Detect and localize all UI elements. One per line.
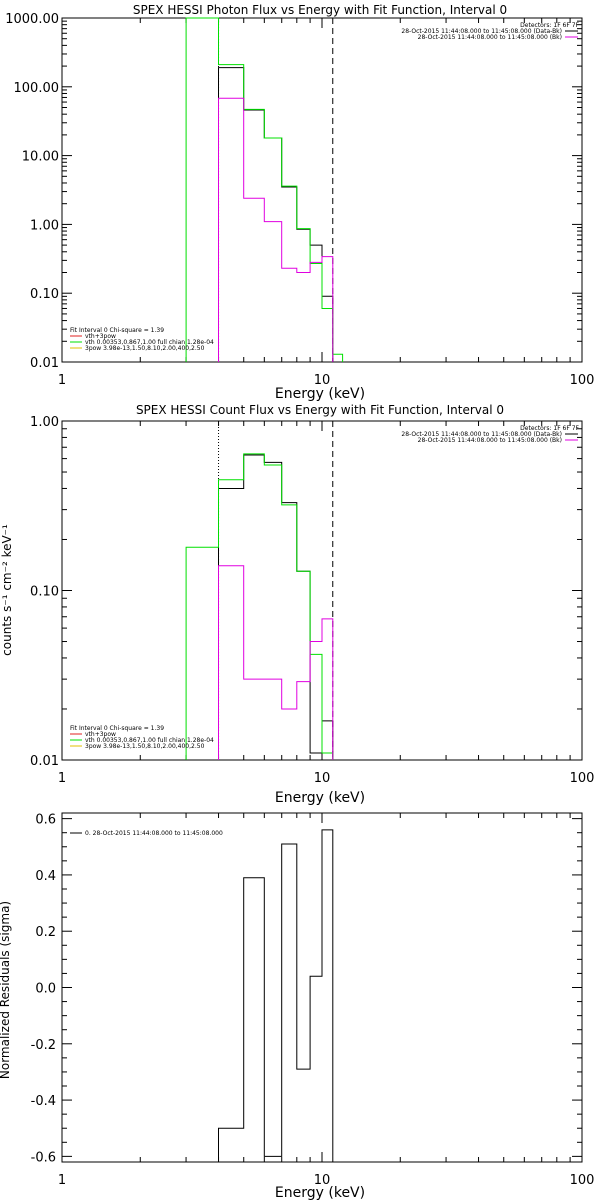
legend-left-entry: vth+3pow xyxy=(85,731,116,738)
photon-flux-xlabel: Energy (keV) xyxy=(275,386,365,402)
series-step-line xyxy=(218,829,334,1162)
y-tick-label: 0.01 xyxy=(30,356,59,371)
y-tick-label: 1.00 xyxy=(30,415,59,430)
photon-flux-panel: SPEX HESSI Photon Flux vs Energy with Fi… xyxy=(5,3,594,402)
y-tick-label: 0.0 xyxy=(35,982,56,997)
residuals-xlabel: Energy (keV) xyxy=(275,1185,365,1200)
count-flux-title: SPEX HESSI Count Flux vs Energy with Fit… xyxy=(136,403,504,417)
legend-right-entry: 28-Oct-2015 11:44:08.000 to 11:45:08.000… xyxy=(401,28,562,35)
residuals-ylabel: Normalized Residuals (sigma) xyxy=(0,901,12,1079)
series-step-line xyxy=(218,67,334,362)
legend-left-entry: Fit Interval 0 Chi-square = 1.39 xyxy=(70,725,164,732)
series-step-line xyxy=(218,97,334,362)
count-flux-xlabel: Energy (keV) xyxy=(275,790,365,806)
x-tick-label: 1 xyxy=(58,771,66,786)
series-step-line xyxy=(185,453,334,760)
residuals-panel: Energy (keV) Normalized Residuals (sigma… xyxy=(0,812,595,1200)
legend-left-entry: 3pow 3.98e-13,1.50,8.10,2.00,400,2.50 xyxy=(85,345,205,352)
legend-right-entry: 28-Oct-2015 11:44:08.000 to 11:45:08.000… xyxy=(418,437,562,444)
y-tick-label: -0.6 xyxy=(31,1150,56,1165)
x-tick-label: 100 xyxy=(570,373,595,388)
y-tick-label: 0.10 xyxy=(30,585,59,600)
y-tick-label: -0.4 xyxy=(31,1094,56,1109)
x-tick-label: 10 xyxy=(314,373,331,388)
legend-left-entry: vth+3pow xyxy=(85,333,116,340)
legend-right-entry: Detectors: 1F 6F 7F xyxy=(520,425,579,432)
y-tick-label: 0.4 xyxy=(35,869,56,884)
series-step-line xyxy=(218,565,334,760)
x-tick-label: 1 xyxy=(58,373,66,388)
x-tick-label: 100 xyxy=(570,1173,595,1188)
legend-left-entry: vth 0.00353,0.867,1.00 full chian 1.28e-… xyxy=(85,737,214,744)
y-tick-label: -0.2 xyxy=(31,1038,56,1053)
y-tick-label: 0.2 xyxy=(35,925,56,940)
legend-left-entry: 3pow 3.98e-13,1.50,8.10,2.00,400,2.50 xyxy=(85,743,205,750)
legend-left-entry: Fit Interval 0 Chi-square = 1.39 xyxy=(70,327,164,334)
y-tick-label: 1000.00 xyxy=(5,12,59,27)
plot-frame xyxy=(61,17,583,363)
photon-flux-title: SPEX HESSI Photon Flux vs Energy with Fi… xyxy=(133,3,507,17)
y-tick-label: 10.00 xyxy=(22,150,59,165)
x-tick-label: 10 xyxy=(314,1173,331,1188)
x-tick-label: 1 xyxy=(58,1173,66,1188)
y-tick-label: 0.10 xyxy=(30,287,59,302)
x-tick-label: 10 xyxy=(314,771,331,786)
count-flux-ylabel: counts s⁻¹ cm⁻² keV⁻¹ xyxy=(0,524,14,656)
legend-right-entry: 28-Oct-2015 11:44:08.000 to 11:45:08.000… xyxy=(418,34,562,41)
y-tick-label: 0.01 xyxy=(30,754,59,769)
series-step-line xyxy=(218,454,334,760)
count-flux-panel: SPEX HESSI Count Flux vs Energy with Fit… xyxy=(0,403,594,806)
series-step-line xyxy=(185,17,344,362)
legend-left-entry: vth 0.00353,0.867,1.00 full chian 1.28e-… xyxy=(85,339,214,346)
x-tick-label: 100 xyxy=(570,771,595,786)
y-tick-label: 0.6 xyxy=(35,813,56,828)
y-tick-label: 1.00 xyxy=(30,218,59,233)
legend-left-entry: 0. 28-Oct-2015 11:44:08.000 to 11:45:08.… xyxy=(85,830,223,837)
y-tick-label: 100.00 xyxy=(14,81,60,96)
legend-right-entry: 28-Oct-2015 11:44:08.000 to 11:45:08.000… xyxy=(401,431,562,438)
legend-right-entry: Detectors: 1F 6F 7F xyxy=(520,22,579,29)
